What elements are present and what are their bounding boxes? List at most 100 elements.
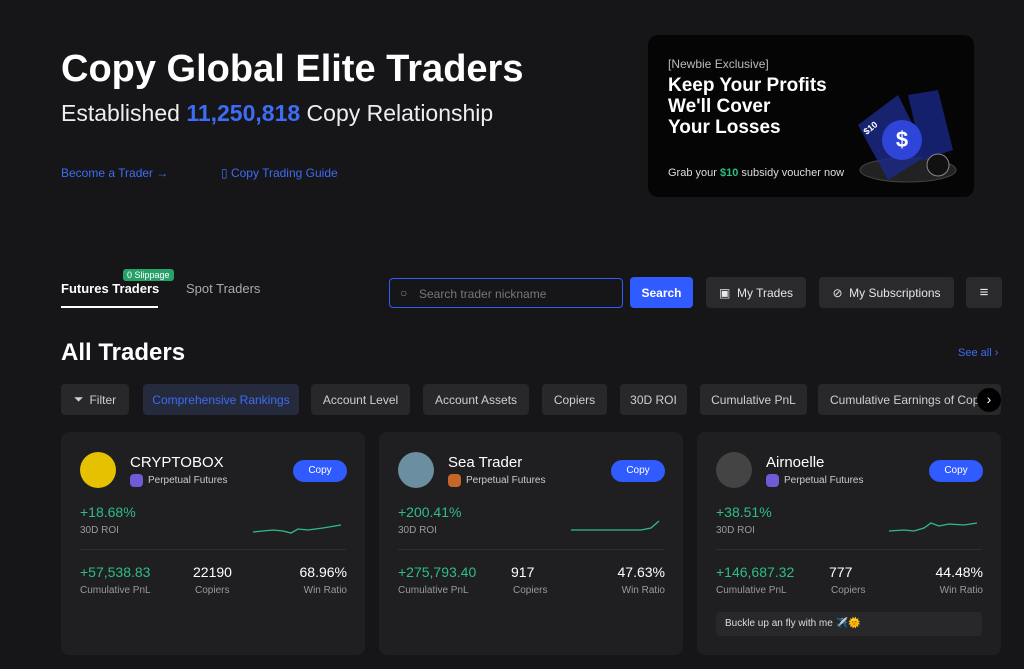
chip-text[interactable]: Cumulative Earnings of Copiers xyxy=(830,392,999,407)
chip-text[interactable]: Filter xyxy=(89,392,117,407)
svg-text:$: $ xyxy=(896,127,908,152)
contract-badge: Perpetual Futures xyxy=(148,475,228,486)
trader-name[interactable]: CRYPTOBOX xyxy=(130,454,224,471)
link-text[interactable]: Become a Trader xyxy=(61,166,154,180)
pnl-value: +146,687.32 xyxy=(716,564,795,580)
banner-illustration: $ xyxy=(858,90,957,183)
see-all-link[interactable]: See all › xyxy=(958,347,999,359)
roi-value: +200.41% xyxy=(398,504,462,520)
link-text[interactable]: Copy Trading Guide xyxy=(230,166,338,180)
guide-link[interactable]: ▯ Copy Trading Guide xyxy=(221,166,338,180)
subtitle: Established 11,250,818 Copy Relationship xyxy=(61,100,493,127)
filter-chip[interactable]: Cumulative Earnings of Copiers xyxy=(818,384,1001,415)
my-subscriptions-button[interactable]: ⊘ My Subscriptions xyxy=(819,277,954,308)
footer-amount: $10 xyxy=(719,167,739,179)
footer-prefix: Grab your xyxy=(668,167,717,179)
trader-card[interactable]: CRYPTOBOX Perpetual Futures Copy +18.68% 30D… xyxy=(61,432,365,655)
trader-card[interactable]: Airnoelle Perpetual Futures Copy +38.51% 30D… xyxy=(697,432,1001,655)
avatar xyxy=(398,452,434,488)
divider xyxy=(80,549,346,550)
trader-name[interactable]: Airnoelle xyxy=(766,454,825,471)
copiers-value: 917 xyxy=(511,564,535,580)
badge-icon xyxy=(766,474,779,487)
filter-chip[interactable]: 30D ROI xyxy=(620,384,687,415)
chip-text[interactable]: Account Level xyxy=(322,392,399,407)
copiers-label: Copiers xyxy=(831,585,866,596)
button-text[interactable]: My Subscriptions xyxy=(849,285,941,300)
page-title: Copy Global Elite Traders xyxy=(61,48,524,90)
tab-badge: 0 Slippage xyxy=(123,269,174,281)
badge-icon xyxy=(130,474,143,487)
subtitle-prefix: Established xyxy=(61,100,180,126)
scroll-right-button[interactable]: › xyxy=(977,388,1001,412)
filter-chip[interactable]: Account Level xyxy=(311,384,410,415)
search-box[interactable]: ○ Search trader nickname xyxy=(389,278,623,308)
chip-text[interactable]: Comprehensive Rankings xyxy=(152,392,290,407)
search-placeholder: Search trader nickname xyxy=(419,287,547,301)
chip-text[interactable]: Copiers xyxy=(553,392,596,407)
trader-note[interactable]: Buckle up an fly with me ✈️🌞 xyxy=(716,612,982,636)
banner-tag: [Newbie Exclusive] xyxy=(668,57,769,71)
subtitle-suffix: Copy Relationship xyxy=(306,100,494,126)
button-text[interactable]: My Trades xyxy=(737,285,794,300)
tab[interactable]: Spot Traders xyxy=(186,281,261,296)
roi-label: 30D ROI xyxy=(716,525,755,536)
note-text: Buckle up an fly with me ✈️🌞 xyxy=(725,618,861,629)
search-button[interactable]: Search xyxy=(630,277,693,308)
avatar xyxy=(80,452,116,488)
filter-chip[interactable]: Cumulative PnL xyxy=(700,384,807,415)
roi-value: +38.51% xyxy=(716,504,772,520)
pnl-label: Cumulative PnL xyxy=(80,585,151,596)
roi-value: +18.68% xyxy=(80,504,136,520)
pnl-value: +275,793.40 xyxy=(398,564,477,580)
filter-chip[interactable]: Comprehensive Rankings xyxy=(143,384,299,415)
promo-banner[interactable]: [Newbie Exclusive] Keep Your Profits We'l… xyxy=(648,35,974,197)
win-ratio-value: 68.96% xyxy=(299,564,347,580)
avatar xyxy=(716,452,752,488)
headline-line: Keep Your Profits xyxy=(668,75,827,96)
roi-label: 30D ROI xyxy=(398,525,437,536)
pnl-value: +57,538.83 xyxy=(80,564,151,580)
copiers-value: 777 xyxy=(829,564,853,580)
contract-badge: Perpetual Futures xyxy=(466,475,546,486)
tab-underline xyxy=(61,306,158,308)
roi-sparkline xyxy=(571,520,660,531)
headline-line: Your Losses xyxy=(668,117,781,138)
roi-sparkline xyxy=(253,524,342,534)
trader-card[interactable]: Sea Trader Perpetual Futures Copy +200.41% 3… xyxy=(379,432,683,655)
banner-headline: Keep Your Profits We'll Cover Your Losses xyxy=(668,75,827,138)
sparkline-path xyxy=(889,522,978,532)
link-text[interactable]: See all xyxy=(958,347,992,359)
copiers-label: Copiers xyxy=(513,585,548,596)
roi-sparkline xyxy=(889,522,978,532)
filter-chip[interactable]: Copiers xyxy=(542,384,607,415)
tab-active[interactable]: Futures Traders xyxy=(61,281,160,296)
menu-button[interactable]: ≡ xyxy=(966,277,1002,308)
chip-text[interactable]: Account Assets xyxy=(434,392,518,407)
win-ratio-label: Win Ratio xyxy=(939,585,983,596)
divider xyxy=(398,549,664,550)
filter-icon: ⏷ xyxy=(73,392,84,406)
banner-footer: Grab your $10 subsidy voucher now xyxy=(668,167,844,179)
pnl-label: Cumulative PnL xyxy=(716,585,787,596)
relationship-count: 11,250,818 xyxy=(186,100,301,126)
trader-name[interactable]: Sea Trader xyxy=(448,454,523,471)
filter-chip[interactable]: Account Assets xyxy=(423,384,529,415)
copy-button[interactable]: Copy xyxy=(929,460,983,482)
chip-text[interactable]: 30D ROI xyxy=(630,392,677,407)
copy-button[interactable]: Copy xyxy=(293,460,347,482)
copy-button[interactable]: Copy xyxy=(611,460,665,482)
filter-chip[interactable]: ⏷ Filter xyxy=(61,384,129,415)
win-ratio-value: 47.63% xyxy=(617,564,665,580)
roi-label: 30D ROI xyxy=(80,525,119,536)
contract-badge: Perpetual Futures xyxy=(784,475,864,486)
badge-icon xyxy=(448,474,461,487)
chip-text[interactable]: Cumulative PnL xyxy=(711,392,796,407)
footer-suffix: subsidy voucher now xyxy=(741,167,845,179)
become-trader-link[interactable]: Become a Trader → xyxy=(61,166,169,180)
copiers-value: 22190 xyxy=(193,564,232,580)
my-trades-button[interactable]: ▣ My Trades xyxy=(706,277,806,308)
win-ratio-label: Win Ratio xyxy=(621,585,665,596)
win-ratio-label: Win Ratio xyxy=(303,585,347,596)
